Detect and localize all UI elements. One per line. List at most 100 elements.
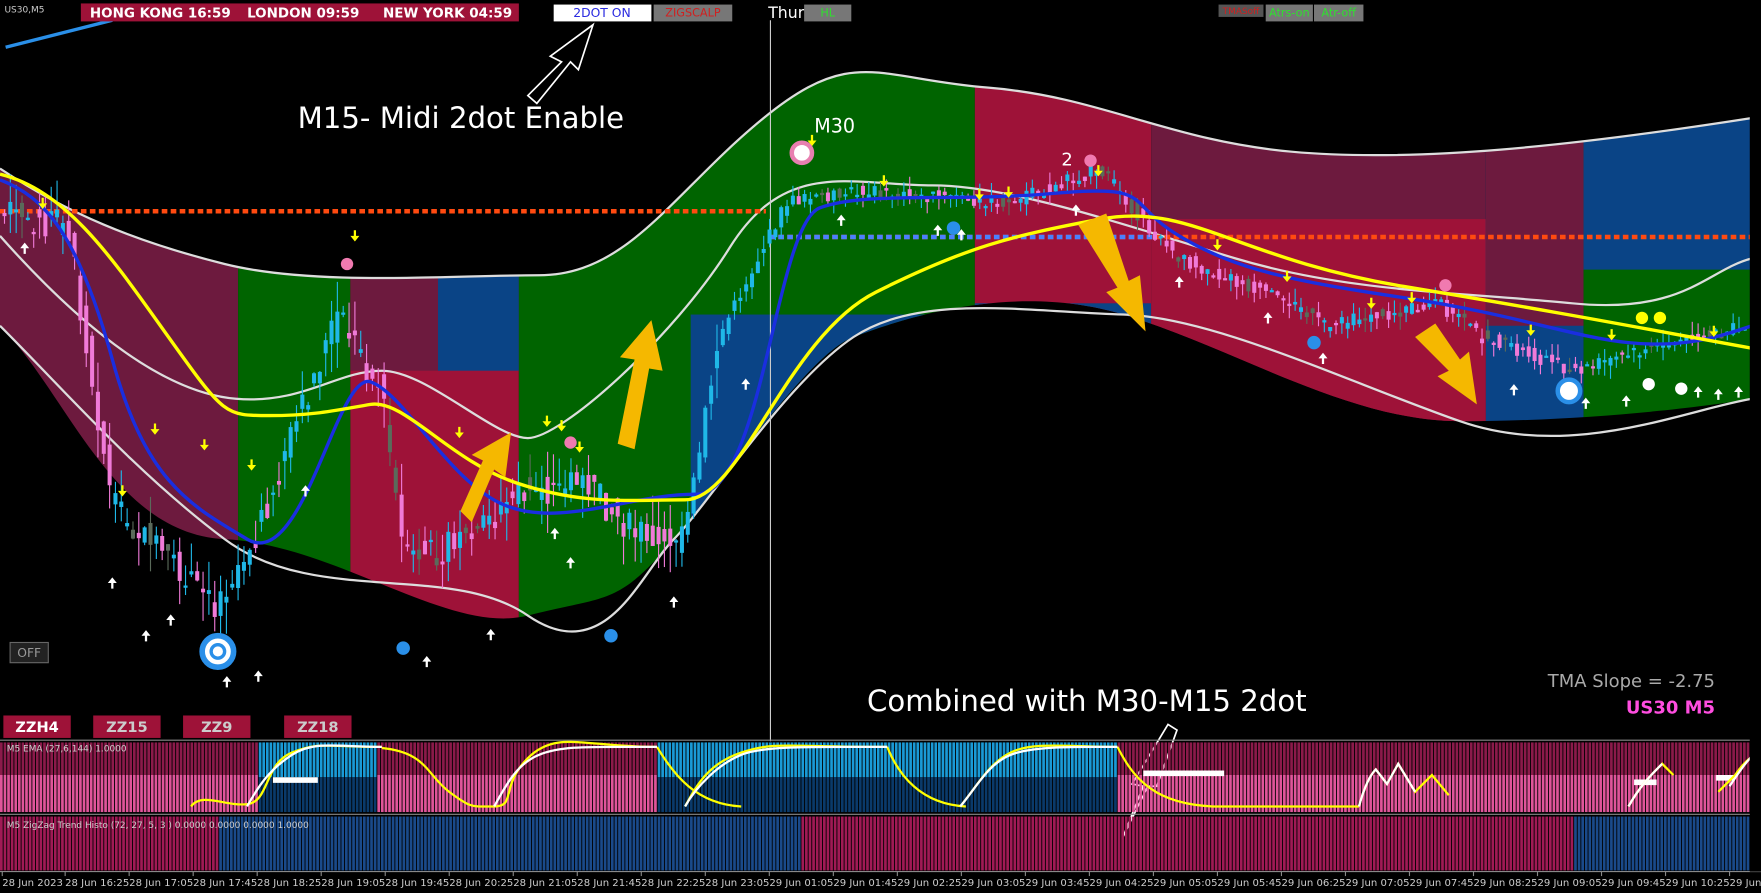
histogram-bar [452, 775, 456, 813]
histogram-bar [743, 777, 747, 813]
histogram-bar [1513, 775, 1516, 813]
histogram-bar [1689, 775, 1692, 813]
histogram-bar [1732, 775, 1735, 813]
toggle-button-label[interactable]: HL [820, 7, 835, 20]
candle-body [1176, 257, 1181, 262]
histogram-bar [1207, 775, 1211, 813]
histogram-bar [1520, 816, 1523, 871]
histogram-bar [1599, 775, 1602, 813]
toggle-button[interactable] [1265, 4, 1313, 22]
histogram-bar [1265, 816, 1268, 871]
histogram-bar [398, 775, 402, 813]
histogram-bar [10, 742, 14, 776]
histogram-bar [503, 775, 506, 813]
candle-body [206, 590, 211, 594]
toggle-button-label[interactable]: Atrs-on [1269, 7, 1310, 20]
time-label: 29 Jun 03:05 [961, 878, 1025, 889]
histogram-bar [1635, 742, 1638, 776]
histogram-bar [107, 742, 111, 776]
zigzag-button-label[interactable]: ZZ15 [106, 719, 147, 736]
histogram-bar [657, 777, 661, 813]
off-button[interactable] [9, 641, 49, 664]
histogram-bar [844, 816, 848, 871]
toggle-button[interactable] [1218, 4, 1264, 17]
histogram-bar [488, 775, 492, 813]
zigzag-button[interactable] [3, 715, 71, 738]
day-label: Thur [767, 3, 805, 22]
histogram-bar [880, 742, 884, 778]
histogram-bar [707, 816, 711, 871]
histogram-bar [1376, 816, 1380, 871]
toggle-button[interactable] [653, 4, 733, 22]
histogram-bar [1261, 816, 1265, 871]
histogram-bar [912, 816, 916, 871]
histogram-bar [661, 816, 664, 871]
histogram-bar [661, 777, 664, 813]
histogram-bar [1311, 775, 1315, 813]
histogram-bar [1261, 742, 1265, 776]
histogram-bar [765, 777, 769, 813]
zigzag-button-label[interactable]: ZZH4 [15, 719, 59, 736]
candle-body [1590, 366, 1596, 369]
histogram-bar [93, 742, 97, 776]
histogram-bar [420, 775, 424, 813]
histogram-bar [366, 742, 370, 778]
candle-body [1123, 193, 1128, 205]
histogram-bar [226, 816, 230, 871]
histogram-bar [1053, 816, 1056, 871]
zigzag-button[interactable] [284, 715, 352, 738]
zigzag-button-label[interactable]: ZZ18 [297, 719, 338, 736]
histogram-bar [862, 742, 866, 778]
toggle-button[interactable] [804, 4, 852, 22]
histogram-bar [1545, 816, 1549, 871]
histogram-bar [305, 777, 309, 813]
histogram-bar [628, 775, 632, 813]
off-button-label[interactable]: OFF [17, 646, 41, 660]
candle-body [726, 317, 731, 334]
histogram-bar [503, 742, 506, 776]
candle-body [107, 444, 112, 486]
histogram-bar [542, 742, 546, 776]
histogram-bar [783, 777, 787, 813]
histogram-bar [323, 742, 327, 778]
histogram-bar [204, 816, 208, 871]
toggle-button-label[interactable]: Atr-off [1321, 7, 1356, 20]
direction-arrow [617, 320, 663, 450]
candle-body [820, 192, 825, 196]
histogram-bar [963, 742, 966, 778]
candle-body [808, 198, 813, 205]
zigzag-button[interactable] [183, 715, 251, 738]
zigzag-button-label[interactable]: ZZ9 [201, 719, 232, 736]
candle-body [282, 451, 287, 462]
histogram-bar [1649, 775, 1653, 813]
histogram-bar [495, 816, 499, 871]
histogram-bar [377, 816, 381, 871]
toggle-button-label[interactable]: 2DOT ON [573, 6, 631, 20]
time-label: 28 Jun 22:25 [641, 878, 705, 889]
candle-body [1480, 338, 1485, 344]
sell-arrow [1526, 324, 1536, 336]
toggle-button[interactable] [553, 4, 652, 22]
histogram-bar [1038, 777, 1042, 813]
candle-body [1065, 174, 1070, 182]
histogram-bar [1236, 816, 1239, 871]
toggle-button[interactable] [1314, 4, 1364, 22]
histogram-bar [1513, 742, 1516, 776]
histogram-bar [966, 742, 970, 778]
histogram-bar [880, 816, 884, 871]
marker-strip [1143, 770, 1225, 777]
candle-body [1503, 337, 1508, 340]
histogram-bar [1236, 742, 1239, 776]
toggle-button-label[interactable]: ZIGSCALP [665, 7, 721, 20]
candle-body [160, 536, 165, 551]
histogram-bar [1660, 816, 1664, 871]
histogram-bar [966, 816, 970, 871]
toggle-button-label[interactable]: TMASoff [1222, 7, 1261, 17]
histogram-bar [28, 742, 32, 776]
histogram-bar [1142, 816, 1146, 871]
histogram-bar [208, 775, 212, 813]
candle-body [1614, 356, 1619, 360]
candle-body [1269, 290, 1274, 293]
histogram-bar [1448, 775, 1452, 813]
zigzag-button[interactable] [93, 715, 161, 738]
